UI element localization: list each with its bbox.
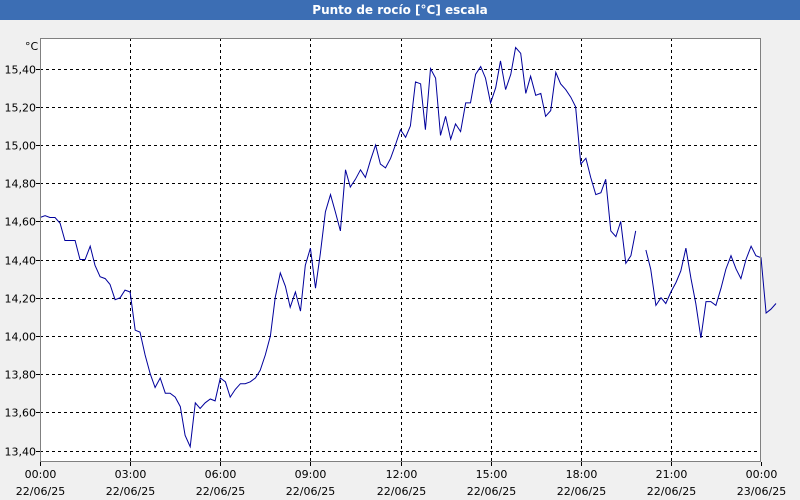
- y-tick-label: 15,40: [5, 64, 37, 77]
- x-tick-time: 06:00: [205, 468, 237, 481]
- y-axis: 13,40 13,60 13,80 14,00 14,20 14,40 14,60 14,80…: [5, 64, 40, 459]
- chart-title: Punto de rocío [°C] escala: [0, 0, 800, 20]
- grid-lines: [40, 38, 761, 462]
- series-layer: [39, 46, 777, 449]
- x-tick-date: 22/06/25: [377, 485, 426, 498]
- y-tick-label: 13,60: [5, 407, 37, 420]
- x-tick-date: 22/06/25: [467, 485, 516, 498]
- x-tick-date: 22/06/25: [16, 485, 65, 498]
- x-tick-date: 22/06/25: [647, 485, 696, 498]
- plot-area: [40, 38, 761, 462]
- y-tick-label: 15,00: [5, 140, 37, 153]
- x-tick-time: 15:00: [476, 468, 508, 481]
- x-tick-date: 23/06/25: [737, 485, 786, 498]
- x-axis: 00:00 22/06/25 03:00 22/06/25 06:00 22/06/25 0…: [16, 462, 786, 498]
- x-tick-date: 22/06/25: [196, 485, 245, 498]
- x-tick-date: 22/06/25: [286, 485, 335, 498]
- x-tick-date: 22/06/25: [557, 485, 606, 498]
- y-tick-label: 13,80: [5, 369, 37, 382]
- series-line: [39, 46, 637, 449]
- y-tick-label: 15,20: [5, 102, 37, 115]
- y-tick-label: 14,80: [5, 178, 37, 191]
- series-line: [645, 244, 777, 338]
- x-tick-time: 00:00: [746, 468, 778, 481]
- x-tick-time: 21:00: [656, 468, 688, 481]
- x-tick-time: 00:00: [25, 468, 57, 481]
- x-tick-time: 09:00: [295, 468, 327, 481]
- y-tick-label: 13,40: [5, 446, 37, 459]
- y-tick-label: 14,40: [5, 255, 37, 268]
- x-tick-time: 03:00: [115, 468, 147, 481]
- x-tick-time: 18:00: [566, 468, 598, 481]
- y-axis-unit: °C: [25, 40, 39, 53]
- y-tick-label: 14,00: [5, 331, 37, 344]
- x-tick-time: 12:00: [386, 468, 418, 481]
- y-tick-label: 14,60: [5, 216, 37, 229]
- y-tick-label: 14,20: [5, 293, 37, 306]
- plot-border: [40, 38, 761, 462]
- x-tick-date: 22/06/25: [106, 485, 155, 498]
